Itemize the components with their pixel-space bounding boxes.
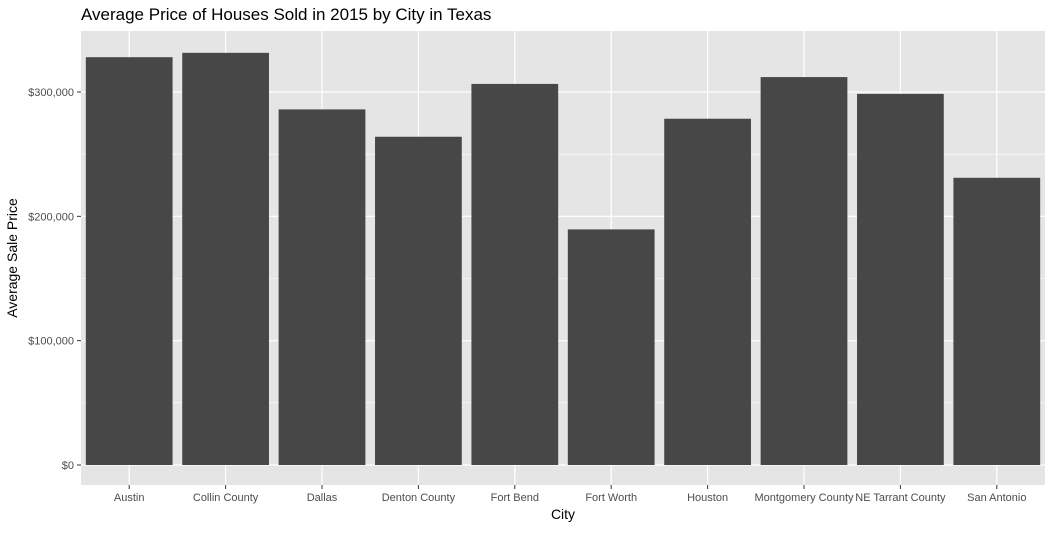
x-tick-label: Denton County (382, 492, 456, 504)
x-tick-label: Dallas (307, 492, 338, 504)
x-tick-label: San Antonio (967, 492, 1026, 504)
x-tick-label: Fort Worth (585, 492, 637, 504)
y-axis-ticks: $0 $100,000 $200,000 $300,000 (28, 87, 81, 472)
x-tick-label: Fort Bend (491, 492, 539, 504)
x-tick-label: Houston (687, 492, 728, 504)
bar-austin (85, 57, 173, 465)
y-axis-label: Average Sale Price (4, 198, 20, 318)
bar-houston (664, 118, 751, 466)
bar-san-antonio (953, 177, 1041, 466)
y-tick-label: $0 (62, 460, 74, 472)
y-tick-label: $300,000 (28, 87, 74, 99)
x-axis-label: City (551, 506, 575, 522)
bar-montgomery-county (760, 77, 848, 465)
x-tick-label: Collin County (193, 492, 259, 504)
chart-title: Average Price of Houses Sold in 2015 by … (81, 5, 491, 24)
x-axis-ticks: Austin Collin County Dallas Denton County Fo… (114, 485, 1026, 504)
bars (85, 52, 1041, 466)
x-tick-label: Austin (114, 492, 145, 504)
bar-dallas (278, 109, 366, 465)
x-tick-label: NE Tarrant County (855, 492, 946, 504)
bar-ne-tarrant-county (857, 93, 944, 466)
bar-fort-worth (567, 229, 655, 465)
y-tick-label: $200,000 (28, 211, 74, 223)
x-tick-label: Montgomery County (754, 492, 854, 504)
y-tick-label: $100,000 (28, 336, 74, 348)
bar-collin-county (182, 52, 269, 466)
bar-denton-county (375, 136, 462, 465)
bar-fort-bend (471, 83, 559, 465)
